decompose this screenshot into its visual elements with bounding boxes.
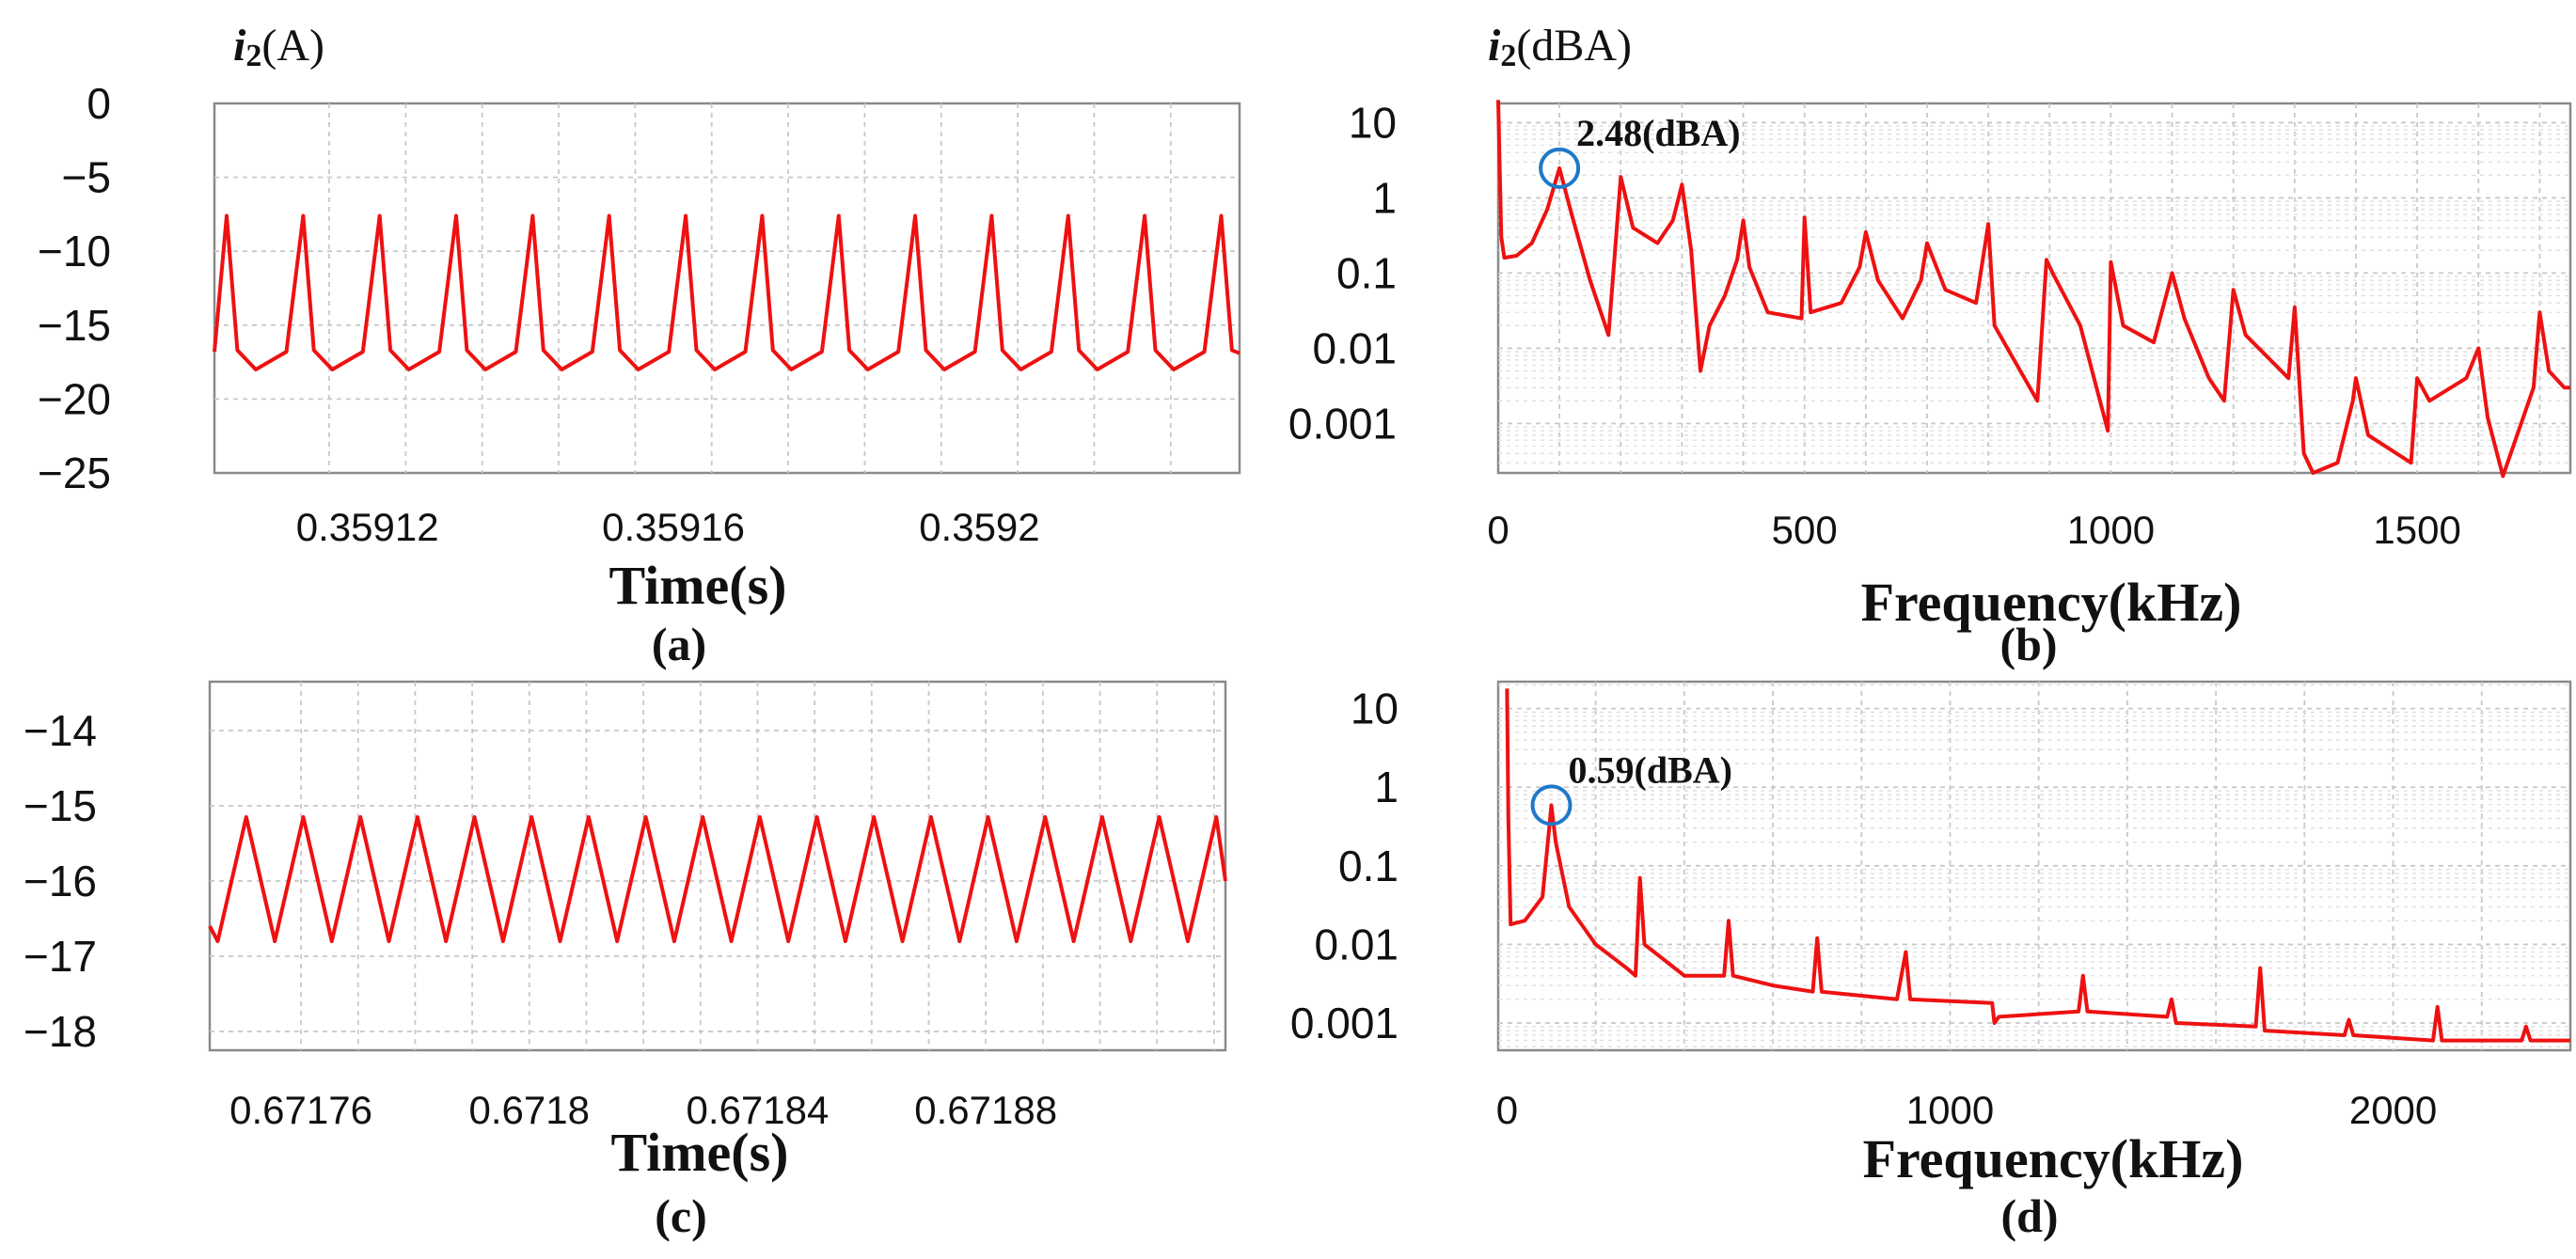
panel-d-series-line <box>1505 688 2570 1043</box>
panel-b-peak-annotation: 2.48(dBA) <box>1576 112 1740 154</box>
panel-b-series-line <box>1496 100 2570 479</box>
panel-c-x-tick-label: 0.67188 <box>914 1088 1057 1132</box>
panel-c-grid <box>210 682 1225 1050</box>
panel-d-y-ticks: 10 1 0.1 0.01 0.001 <box>1290 685 1399 1047</box>
panel-b-x-axis-label: Frequency(kHz) <box>1861 572 2242 633</box>
panel-d-grid <box>1498 682 2570 1050</box>
panel-d-x-tick-label: 1000 <box>1906 1088 1994 1132</box>
panel-d-x-tick-label: 2000 <box>2349 1088 2437 1132</box>
panel-a-x-axis-label: Time(s) <box>608 555 786 616</box>
panel-c-caption: (c) <box>655 1189 707 1242</box>
panel-c-x-axis-label: Time(s) <box>610 1122 788 1183</box>
panel-c-x-tick-label: 0.67176 <box>229 1088 372 1132</box>
panel-b-x-tick-label: 1000 <box>2067 508 2155 552</box>
panel-d-x-tick-label: 0 <box>1496 1088 1518 1132</box>
panel-c-y-tick-label: −18 <box>24 1007 97 1056</box>
panel-b-peak-marker <box>1539 147 1581 189</box>
panel-b: i2(dBA) 10 1 0.1 0.01 0.001 0 500 1000 1500 2.4… <box>1288 21 2572 670</box>
panel-b-x-ticks: 0 500 1000 1500 <box>1487 508 2461 552</box>
panel-a-plot-area <box>213 102 1241 475</box>
panel-b-y-tick-label: 0.1 <box>1336 248 1397 297</box>
panel-c-y-ticks: −14 −15 −16 −17 −18 <box>24 706 97 1056</box>
panel-c-x-tick-label: 0.6718 <box>469 1088 590 1132</box>
panel-d-y-tick-label: 1 <box>1374 763 1399 811</box>
panel-c-y-tick-label: −15 <box>24 781 97 830</box>
panel-d-y-tick-label: 0.001 <box>1290 999 1399 1047</box>
panel-d-y-tick-label: 0.1 <box>1338 842 1399 890</box>
panel-a-x-ticks: 0.35912 0.35916 0.3592 <box>296 505 1040 549</box>
panel-c-x-ticks: 0.67176 0.6718 0.67184 0.67188 <box>229 1088 1057 1132</box>
panel-a-y-tick-label: −25 <box>38 449 111 497</box>
panel-a-y-tick-label: −20 <box>38 374 111 423</box>
panel-d-caption: (d) <box>2000 1189 2058 1242</box>
panel-b-y-tick-label: 0.01 <box>1312 323 1397 372</box>
panel-a-series-line <box>213 213 1241 371</box>
panel-b-y-tick-label: 10 <box>1349 98 1397 147</box>
panel-b-y-tick-label: 0.001 <box>1288 399 1397 448</box>
panel-c-x-tick-label: 0.67184 <box>687 1088 830 1132</box>
panel-b-y-unit-label: i2(dBA) <box>1488 21 1632 73</box>
panel-b-grid <box>1498 103 2570 473</box>
panel-d-y-tick-label: 0.01 <box>1314 920 1399 968</box>
panel-c: −14−15−16−17−18 0.67176 0.6718 0.67184 0.67… <box>24 680 1227 1242</box>
panel-a-y-tick-label: 0 <box>87 79 111 128</box>
panel-b-y-tick-label: 1 <box>1372 173 1397 222</box>
panel-a-grid <box>214 103 1240 473</box>
panel-b-y-ticks: 10 1 0.1 0.01 0.001 <box>1288 98 1397 448</box>
panel-a: i2(A) 0−5−10−15−20−25 0.35912 0.35916 0.35… <box>38 21 1241 670</box>
panel-a-y-ticks: 0 −5 −10 −15 −20 −25 <box>38 79 111 497</box>
panel-a-x-tick-label: 0.35912 <box>296 505 439 549</box>
panel-d-x-ticks: 0 1000 2000 <box>1496 1088 2438 1132</box>
panel-d-peak-annotation: 0.59(dBA) <box>1569 748 1732 791</box>
panel-b-x-tick-label: 1500 <box>2373 508 2460 552</box>
panel-c-y-tick-label: −16 <box>24 857 97 905</box>
panel-d-y-tick-label: 10 <box>1351 685 1399 733</box>
panel-c-y-tick-label: −17 <box>24 932 97 981</box>
panel-b-x-tick-label: 500 <box>1772 508 1838 552</box>
panel-a-x-tick-label: 0.35916 <box>602 505 745 549</box>
panel-c-y-tick-label: −14 <box>24 706 97 755</box>
panel-a-y-unit-label: i2(A) <box>233 21 324 73</box>
panel-c-series-line <box>208 815 1227 943</box>
panel-a-y-tick-label: −5 <box>62 153 111 202</box>
panel-b-caption: (b) <box>1999 618 2057 670</box>
panel-b-x-tick-label: 0 <box>1487 508 1509 552</box>
panel-b-plot-area <box>1496 102 2572 475</box>
panel-d-x-axis-label: Frequency(kHz) <box>1863 1128 2244 1189</box>
panel-c-plot-area <box>208 680 1227 1052</box>
panel-a-y-tick-label: −15 <box>38 301 111 350</box>
panel-d: 10 1 0.1 0.01 0.001 0 1000 2000 0.59(dBA) Freq… <box>1290 680 2572 1242</box>
panel-a-x-tick-label: 0.3592 <box>919 505 1039 549</box>
panel-a-y-tick-label: −10 <box>38 227 111 275</box>
panel-a-caption: (a) <box>652 618 706 670</box>
panel-d-peak-marker <box>1530 784 1572 826</box>
